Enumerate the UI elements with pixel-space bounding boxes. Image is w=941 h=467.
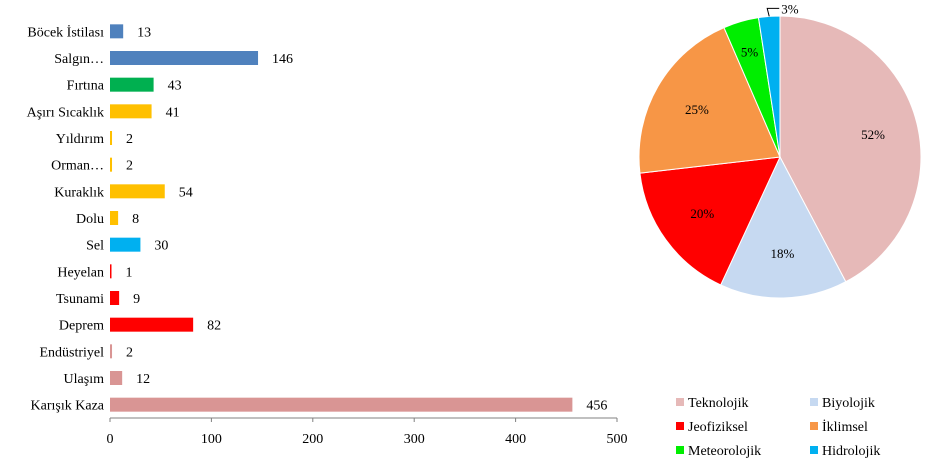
legend-swatch (810, 398, 818, 406)
category-label: Kuraklık (54, 185, 104, 200)
data-label: 456 (586, 399, 607, 414)
bar (110, 157, 113, 172)
x-tick-label: 0 (107, 432, 114, 447)
category-label: Yıldırım (56, 132, 104, 147)
bar (110, 51, 259, 65)
bar (110, 344, 113, 359)
bar (110, 371, 123, 385)
pie-slice (720, 155, 847, 299)
x-tick-label: 100 (201, 432, 222, 447)
bar (110, 397, 573, 412)
bar (110, 211, 119, 225)
category-label: Salgın… (54, 52, 104, 67)
bar (110, 264, 112, 279)
legend-item-biyolojik: Biyolojik (810, 396, 875, 412)
legend-label: Hidrolojik (822, 444, 881, 459)
data-label: 2 (126, 159, 133, 174)
category-label: Fırtına (67, 79, 105, 94)
category-label: Sel (86, 239, 104, 254)
x-tick-label: 400 (505, 432, 526, 447)
data-label: 2 (126, 132, 133, 147)
bar (110, 237, 141, 252)
x-tick-label: 500 (607, 432, 628, 447)
data-label: 8 (132, 212, 139, 227)
leader-line (766, 7, 780, 17)
bar (110, 77, 154, 92)
slice-label: 52% (861, 127, 885, 142)
slice-label: 25% (685, 102, 709, 117)
legend-item-meteorolojik: Meteorolojik (676, 444, 761, 460)
slice-label: 3% (781, 1, 799, 16)
category-label: Deprem (59, 319, 104, 334)
bar (110, 184, 165, 199)
legend-swatch (676, 446, 684, 454)
x-tick-label: 300 (404, 432, 425, 447)
legend-label: Teknolojik (688, 396, 749, 411)
data-label: 43 (168, 79, 182, 94)
category-label: Orman… (51, 159, 104, 174)
data-label: 41 (166, 105, 180, 120)
slice-label: 18% (771, 246, 795, 261)
legend-item-hidrolojik: Hidrolojik (810, 444, 880, 460)
slice-label: 20% (690, 206, 714, 221)
bar-chart: Böcek İstilası 13 Salgın… 146 Fırtına 43 Aşırı… (27, 24, 628, 447)
legend-swatch (676, 398, 684, 406)
data-label: 2 (126, 345, 133, 360)
pie-chart: 52% 18% 20% 25% 5% 3% (638, 1, 922, 299)
category-label: Aşırı Sıcaklık (27, 105, 104, 120)
legend-label: Meteorolojik (688, 444, 762, 459)
category-label: Ulaşım (64, 372, 105, 387)
bar (110, 317, 194, 332)
data-label: 12 (136, 372, 150, 387)
data-label: 13 (137, 25, 151, 40)
bar (110, 131, 113, 145)
category-label: Böcek İstilası (27, 24, 104, 40)
bar (110, 24, 124, 39)
pie-slice (639, 156, 781, 286)
category-label: Dolu (76, 212, 104, 227)
legend-swatch (810, 422, 818, 430)
data-label: 82 (207, 319, 221, 334)
data-label: 9 (133, 292, 140, 307)
legend-label: Jeofiziksel (688, 420, 748, 435)
data-label: 30 (154, 239, 168, 254)
category-label: Tsunami (56, 292, 104, 307)
legend-swatch (810, 446, 818, 454)
pie-slice (779, 15, 922, 283)
data-label: 1 (126, 265, 133, 280)
legend-label: Biyolojik (822, 396, 875, 411)
x-tick-label: 200 (302, 432, 323, 447)
data-label: 146 (272, 52, 293, 67)
bar (110, 104, 152, 119)
category-label: Endüstriyel (39, 345, 104, 360)
category-label: Heyelan (57, 265, 104, 280)
legend-item-iklimsel: İklimsel (810, 420, 868, 436)
category-label: Karışık Kaza (31, 399, 105, 414)
legend-swatch (676, 422, 684, 430)
legend-item-jeofiziksel: Jeofiziksel (676, 420, 748, 436)
data-label: 54 (179, 185, 193, 200)
pie-slice (638, 26, 781, 174)
bar (110, 291, 120, 305)
legend-label: İklimsel (822, 420, 868, 435)
slice-label: 5% (741, 44, 759, 59)
legend-item-teknolojik: Teknolojik (676, 396, 748, 412)
